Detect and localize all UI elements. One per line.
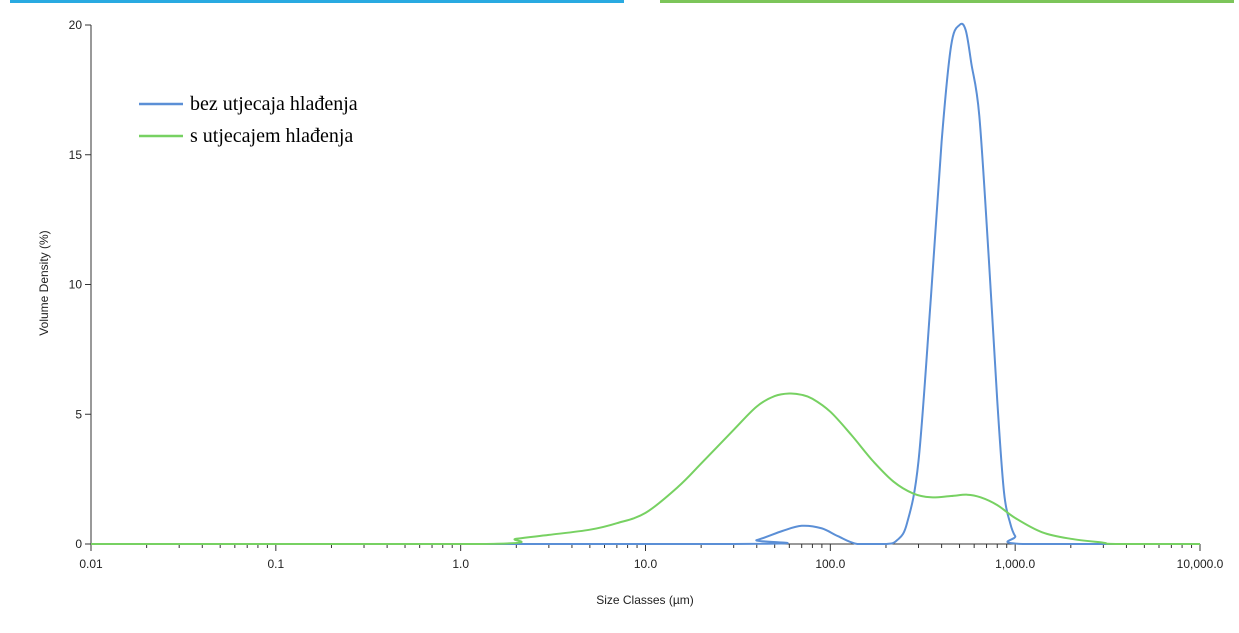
legend-label-series-2: s utjecajem hlađenja	[190, 125, 353, 147]
x-axis-ticks: 0.01 0.1 1.0 10.0 100.0 1,000.0 10,000.0	[79, 544, 1224, 571]
y-axis-ticks: 0 5 10 15 20	[69, 18, 91, 551]
y-tick-label: 20	[69, 18, 83, 32]
series-line-2	[91, 392, 1200, 546]
legend: bez utjecaja hlađenja s utjecajem hlađen…	[139, 93, 358, 147]
y-tick-label: 15	[69, 148, 83, 162]
x-tick-label: 1.0	[452, 557, 469, 571]
y-tick-label: 0	[75, 537, 82, 551]
y-tick-label: 5	[75, 407, 82, 421]
header-bar-blue	[10, 0, 624, 3]
x-tick-label: 0.01	[79, 557, 103, 571]
y-axis-title: Volume Density (%)	[37, 230, 51, 335]
series-line-1	[91, 22, 1200, 546]
x-tick-label: 1,000.0	[995, 557, 1035, 571]
x-tick-label: 10.0	[634, 557, 658, 571]
x-tick-label: 0.1	[267, 557, 284, 571]
series-layer	[91, 22, 1200, 546]
x-tick-label: 10,000.0	[1177, 557, 1224, 571]
y-tick-label: 10	[69, 278, 83, 292]
x-axis-title: Size Classes (µm)	[596, 593, 694, 607]
header-bar-green	[660, 0, 1234, 3]
legend-label-series-1: bez utjecaja hlađenja	[190, 93, 358, 115]
x-tick-label: 100.0	[815, 557, 845, 571]
